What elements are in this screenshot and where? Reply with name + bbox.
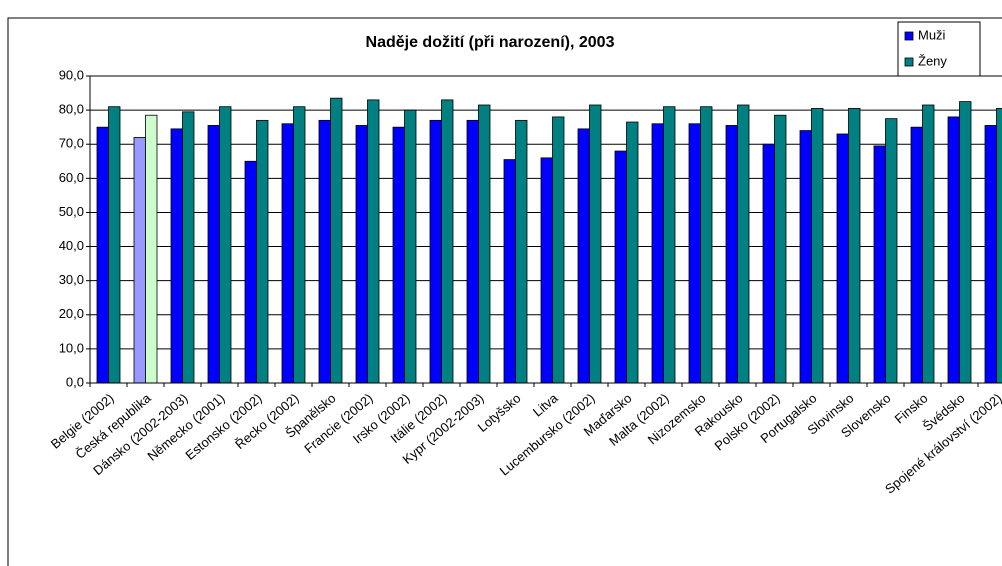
legend-label: Muži: [918, 27, 946, 42]
y-tick-label: 0,0: [66, 374, 84, 389]
y-tick-label: 30,0: [59, 272, 84, 287]
bar: [145, 114, 158, 384]
bar: [737, 104, 750, 384]
bar: [910, 126, 923, 384]
bar: [429, 119, 442, 384]
bar: [404, 109, 417, 384]
bar: [170, 128, 183, 384]
bar: [836, 133, 849, 384]
y-tick-label: 90,0: [59, 67, 84, 82]
bar: [503, 159, 516, 384]
bar: [663, 106, 676, 384]
bar: [774, 114, 787, 384]
bar: [614, 150, 627, 384]
bar: [984, 125, 997, 384]
bar: [922, 104, 935, 384]
bar: [219, 106, 232, 384]
bar: [811, 108, 824, 384]
bar: [96, 126, 109, 384]
legend-label: Ženy: [918, 53, 947, 68]
y-tick-label: 50,0: [59, 204, 84, 219]
y-tick-label: 20,0: [59, 306, 84, 321]
legend-box: [897, 21, 981, 77]
bar: [577, 128, 590, 384]
bar: [355, 125, 368, 384]
bar: [996, 108, 1002, 384]
bar: [947, 116, 960, 384]
bar: [281, 123, 294, 384]
bar: [466, 119, 479, 384]
y-tick-label: 80,0: [59, 102, 84, 117]
bar: [318, 119, 331, 384]
bar: [182, 111, 195, 384]
bar: [478, 104, 491, 384]
legend-swatch: [904, 57, 914, 67]
bar: [762, 143, 775, 384]
y-tick-label: 10,0: [59, 340, 84, 355]
bar: [959, 101, 972, 384]
bar: [540, 157, 553, 384]
bar: [515, 119, 528, 384]
bar: [589, 104, 602, 384]
chart-title: Naděje dožití (při narození), 2003: [366, 34, 615, 51]
bar: [207, 125, 220, 384]
bar: [293, 106, 306, 384]
bar: [626, 121, 639, 384]
bar: [848, 108, 861, 384]
bar: [799, 130, 812, 384]
bar: [725, 125, 738, 384]
bar: [700, 106, 713, 384]
bar: [873, 145, 886, 384]
bar: [688, 123, 701, 384]
bar: [256, 119, 269, 384]
bar: [367, 99, 380, 384]
y-tick-label: 70,0: [59, 136, 84, 151]
bar: [885, 118, 898, 384]
bar: [133, 136, 146, 384]
bar: [392, 126, 405, 384]
bar: [330, 97, 343, 384]
bar: [552, 116, 565, 384]
bar: [651, 123, 664, 384]
bar: [441, 99, 454, 384]
y-tick-label: 60,0: [59, 170, 84, 185]
legend-swatch: [904, 31, 914, 41]
bar: [108, 106, 121, 384]
bar: [244, 160, 257, 384]
y-tick-label: 40,0: [59, 238, 84, 253]
